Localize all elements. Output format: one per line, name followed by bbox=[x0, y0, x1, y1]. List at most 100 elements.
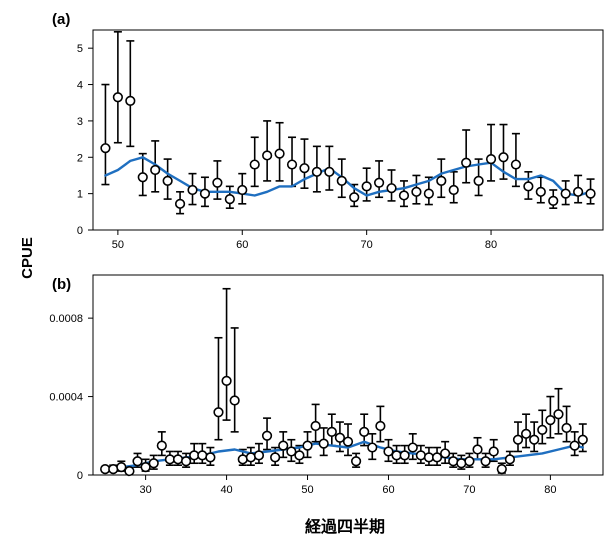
panel-a-data-point bbox=[299, 163, 310, 174]
panel-a-data-point bbox=[286, 159, 298, 170]
panel-b-ytick-label: 0.0004 bbox=[49, 392, 83, 404]
panel-b-data-point bbox=[172, 454, 184, 465]
panel-a-data-point bbox=[411, 186, 422, 197]
panel-a-label: (a) bbox=[52, 11, 70, 28]
panel-b-data-point bbox=[464, 456, 475, 467]
panel-b-data-point bbox=[545, 414, 556, 426]
panel-a-ytick-label: 0 bbox=[77, 225, 83, 237]
panel-a-data-point bbox=[324, 166, 335, 177]
panel-b-data-point bbox=[431, 452, 443, 463]
panel-b-data-point bbox=[302, 440, 313, 451]
panel-a-xtick-label: 80 bbox=[485, 239, 497, 251]
panel-b-ytick-label: 0.0008 bbox=[49, 313, 83, 325]
panel-a-data-point bbox=[386, 183, 397, 194]
panel-b-data-point bbox=[197, 450, 208, 461]
panel-b-xtick-label: 50 bbox=[301, 484, 313, 496]
panel-a-data-point bbox=[473, 175, 484, 187]
panel-b-data-point bbox=[537, 424, 548, 436]
panel-a-ytick-label: 3 bbox=[77, 116, 83, 128]
panel-a-data-point bbox=[100, 143, 111, 154]
panel-a-data-point bbox=[510, 159, 522, 170]
panel-b-data-point bbox=[375, 420, 386, 432]
panel-a-data-point bbox=[125, 95, 136, 107]
panel-a-data-point bbox=[274, 148, 285, 159]
panel-b-data-point bbox=[488, 446, 499, 457]
panel-b-data-point bbox=[367, 442, 378, 453]
panel-b-data-point bbox=[415, 450, 426, 461]
panel-b-data-point bbox=[383, 446, 394, 457]
panel-b-label: (b) bbox=[52, 276, 71, 293]
panel-a-data-point bbox=[237, 184, 248, 196]
panel-b-data-point bbox=[359, 426, 370, 437]
panel-a-data-point bbox=[137, 172, 148, 183]
panel-b-data-point bbox=[480, 456, 491, 467]
panel-b-data-point bbox=[512, 434, 524, 445]
panel-a-data-point bbox=[498, 152, 509, 163]
panel-a-xtick-label: 70 bbox=[361, 239, 373, 251]
panel-a-data-point bbox=[150, 164, 161, 176]
panel-a-ytick-label: 4 bbox=[77, 80, 83, 92]
panel-b-xtick-label: 60 bbox=[382, 484, 394, 496]
panel-b-data-point bbox=[221, 375, 232, 386]
panel-b-data-point bbox=[270, 452, 281, 463]
panel-a-data-point bbox=[398, 190, 410, 201]
panel-b-xtick-label: 70 bbox=[463, 484, 475, 496]
panel-b-data-point bbox=[286, 446, 297, 457]
panel-a-data-point bbox=[162, 175, 173, 187]
panel-a-data-point bbox=[112, 92, 123, 103]
panel-b-data-point bbox=[399, 450, 410, 461]
panel-b-data-point bbox=[180, 456, 192, 467]
panel-b-data-point bbox=[342, 436, 354, 447]
panel-b-xtick-label: 80 bbox=[544, 484, 556, 496]
panel-b-data-point bbox=[569, 440, 580, 451]
panel-b-data-point bbox=[140, 462, 151, 473]
panel-b-data-point bbox=[278, 440, 289, 451]
panel-b-data-point bbox=[229, 395, 240, 406]
panel-b-data-point bbox=[237, 454, 248, 465]
panel-a-data-point bbox=[461, 157, 472, 168]
panel-b-data-point bbox=[108, 464, 119, 475]
panel-b-data-point bbox=[245, 452, 256, 463]
panel-b-data-point bbox=[253, 450, 265, 461]
panel-a-data-point bbox=[212, 177, 223, 188]
y-axis-label: CPUE bbox=[19, 237, 36, 279]
panel-b-data-point bbox=[148, 458, 159, 469]
panel-a-frame bbox=[92, 29, 604, 231]
panel-b-data-point bbox=[205, 452, 216, 463]
panel-b-data-point bbox=[294, 450, 305, 461]
panel-b-data-point bbox=[132, 456, 143, 467]
panel-a-data-point bbox=[436, 175, 447, 187]
panel-a-ytick-label: 1 bbox=[77, 189, 83, 201]
panel-b-data-point bbox=[156, 440, 167, 451]
panel-a-data-point bbox=[423, 188, 434, 199]
panel-a-data-point bbox=[349, 192, 360, 203]
panel-b-data-point bbox=[440, 448, 451, 459]
panel-b-data-point bbox=[472, 444, 483, 455]
panel-a-xtick-label: 60 bbox=[236, 239, 248, 251]
panel-a-plot: 50 60 70 80 0 1 2 3 4 5 bbox=[77, 31, 596, 251]
panel-b-data-point bbox=[334, 432, 346, 443]
panel-a-data-point bbox=[224, 193, 235, 205]
panel-a-ytick-label: 5 bbox=[77, 43, 83, 55]
panel-b-plot: 30 40 50 60 70 80 0 0.0004 0.0008 bbox=[49, 287, 588, 496]
panel-a-data-point bbox=[199, 188, 211, 199]
panel-b-xtick-label: 30 bbox=[139, 484, 151, 496]
panel-b-data-point bbox=[529, 434, 540, 445]
panel-b-data-point bbox=[261, 430, 273, 441]
panel-a-xtick-label: 50 bbox=[112, 239, 124, 251]
panel-a-trend-line bbox=[104, 156, 592, 197]
panel-b-data-point bbox=[504, 454, 516, 465]
panel-a-data-point bbox=[448, 184, 459, 196]
panel-b-data-point bbox=[213, 407, 224, 418]
panel-a-data-point bbox=[361, 181, 372, 192]
panel-b-data-point bbox=[561, 422, 572, 434]
panel-b-data-point bbox=[553, 409, 564, 420]
panel-b-data-point bbox=[448, 456, 459, 467]
panel-b-data-point bbox=[124, 465, 135, 477]
panel-b-data-point bbox=[116, 462, 127, 473]
panel-b-data-point bbox=[350, 456, 362, 467]
panel-b-data-point bbox=[456, 458, 467, 469]
panel-a-data-point bbox=[535, 186, 546, 197]
panel-b-data-point bbox=[577, 434, 588, 445]
panel-a-data-point bbox=[311, 166, 323, 177]
